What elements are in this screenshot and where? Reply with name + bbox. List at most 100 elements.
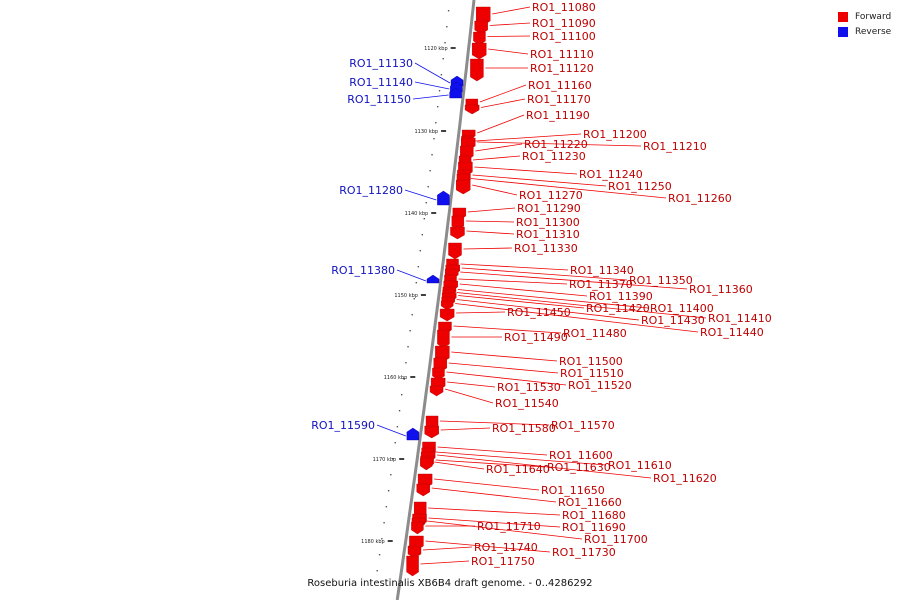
forward-gene-leader	[448, 362, 559, 374]
forward-gene-block	[424, 425, 439, 439]
forward-gene-label: RO1_11420	[586, 302, 650, 315]
reverse-gene-block	[449, 87, 462, 99]
scale-dot	[446, 26, 448, 28]
scale-dot	[396, 426, 399, 428]
legend-item-reverse: Reverse	[838, 24, 891, 39]
scale-dot	[435, 122, 437, 124]
scale-dot	[401, 394, 403, 396]
forward-gene-label: RO1_11310	[516, 228, 580, 241]
forward-gene-block	[420, 457, 433, 471]
forward-gene-leader	[467, 207, 516, 213]
forward-gene-leader	[466, 230, 515, 235]
scale-dot	[417, 266, 420, 268]
tick-label: 1130 kbp	[415, 129, 439, 135]
forward-gene-leader	[488, 48, 529, 55]
forward-gene-label: RO1_11500	[559, 355, 623, 368]
forward-gene-label: RO1_11210	[643, 140, 707, 153]
forward-gene-label: RO1_11440	[700, 326, 764, 339]
scale-dot	[440, 74, 443, 76]
forward-gene-leader	[465, 220, 515, 223]
forward-gene-label: RO1_11430	[641, 314, 705, 327]
forward-gene-leader	[472, 184, 518, 196]
scale-dot	[387, 490, 390, 492]
forward-gene-label: RO1_11300	[516, 216, 580, 229]
scale-dot	[415, 282, 417, 284]
forward-gene-leader	[455, 303, 699, 333]
forward-gene-label: RO1_11640	[486, 463, 550, 476]
forward-gene-leader	[461, 267, 628, 281]
forward-gene-block	[456, 179, 471, 195]
forward-gene-leader	[446, 371, 567, 386]
forward-gene-leader	[428, 507, 561, 516]
forward-gene-label: RO1_11580	[492, 422, 556, 435]
legend-label-reverse: Reverse	[855, 26, 892, 37]
forward-swatch	[838, 11, 848, 22]
scale-dot	[394, 442, 396, 444]
forward-gene-leader	[475, 133, 582, 142]
forward-gene-label: RO1_11360	[689, 283, 753, 296]
forward-gene-block	[439, 308, 455, 322]
reverse-gene-block	[406, 427, 420, 441]
forward-gene-label: RO1_11680	[562, 509, 626, 522]
forward-gene-leader	[470, 178, 667, 199]
forward-gene-leader	[472, 174, 607, 187]
forward-gene-label: RO1_11610	[608, 459, 672, 472]
forward-gene-leader	[428, 517, 561, 528]
forward-gene-label: RO1_11170	[527, 93, 591, 106]
tick-label: 1160 kbp	[384, 375, 408, 381]
forward-gene-leader	[473, 155, 521, 161]
forward-gene-label: RO1_11540	[495, 397, 559, 410]
forward-gene-label: RO1_11490	[504, 331, 568, 344]
forward-gene-leader	[434, 478, 540, 491]
forward-gene-block	[411, 521, 424, 535]
scale-dot	[425, 202, 427, 204]
forward-gene-leader	[426, 520, 583, 540]
forward-gene-leader	[481, 98, 526, 108]
forward-gene-leader	[456, 299, 640, 321]
forward-gene-label: RO1_11250	[608, 180, 672, 193]
forward-gene-leader	[431, 487, 557, 503]
forward-gene-label: RO1_11200	[583, 128, 647, 141]
scale-dot	[413, 298, 415, 300]
forward-gene-label: RO1_11100	[532, 30, 596, 43]
genome-backbone	[395, 0, 476, 600]
scale-dot	[442, 58, 444, 60]
scale-dot	[411, 314, 413, 316]
forward-gene-block	[416, 483, 430, 497]
forward-gene-label: RO1_11650	[541, 484, 605, 497]
scale-dot	[385, 506, 388, 508]
forward-gene-label: RO1_11290	[517, 202, 581, 215]
scale-dot	[390, 474, 392, 476]
forward-gene-leader	[453, 325, 562, 334]
forward-gene-label: RO1_11750	[471, 555, 535, 568]
forward-gene-label: RO1_11340	[570, 264, 634, 277]
forward-gene-label: RO1_11270	[519, 189, 583, 202]
forward-gene-leader	[435, 451, 607, 466]
forward-gene-label: RO1_11160	[528, 79, 592, 92]
forward-gene-block	[472, 42, 487, 60]
forward-gene-block	[448, 242, 462, 260]
forward-gene-leader	[440, 427, 491, 431]
forward-gene-leader	[479, 84, 527, 103]
forward-gene-leader	[437, 454, 652, 479]
scale-dot	[423, 218, 425, 220]
forward-gene-block	[470, 58, 484, 82]
forward-gene-label: RO1_11570	[551, 419, 615, 432]
forward-gene-leader	[451, 351, 558, 362]
forward-gene-label: RO1_11510	[560, 367, 624, 380]
reverse-gene-label: RO1_11130	[349, 57, 413, 70]
forward-gene-leader	[459, 283, 588, 297]
forward-gene-label: RO1_11450	[507, 306, 571, 319]
forward-gene-leader	[440, 420, 550, 426]
forward-gene-label: RO1_11410	[708, 312, 772, 325]
legend-item-forward: Forward	[838, 9, 891, 24]
forward-gene-leader	[489, 22, 531, 26]
forward-gene-label: RO1_11220	[524, 138, 588, 151]
reverse-gene-leader	[414, 81, 450, 90]
forward-gene-label: RO1_11740	[474, 541, 538, 554]
scale-dot	[383, 522, 385, 524]
forward-gene-label: RO1_11710	[477, 520, 541, 533]
scale-dot	[427, 186, 429, 188]
forward-gene-leader	[477, 114, 525, 134]
forward-gene-label: RO1_11110	[530, 48, 594, 61]
